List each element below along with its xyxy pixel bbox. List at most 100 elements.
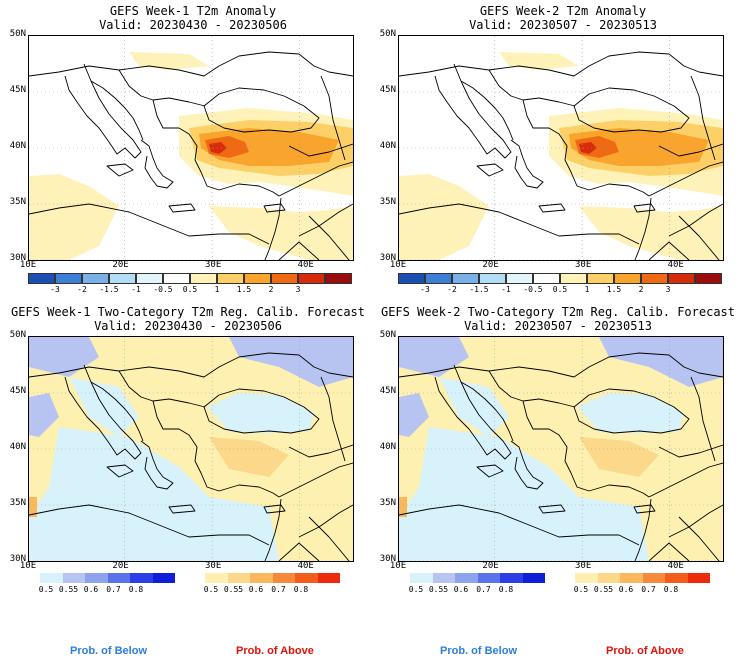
panel3-valid: Valid: 20230430 - 20230506 [94, 319, 282, 333]
colorbar-cell [455, 573, 478, 583]
colorbar-cell [432, 573, 455, 583]
lon-label: 20E [482, 260, 499, 270]
colorbar-tick: 0.6 [248, 585, 264, 594]
lon-label: 30E [205, 260, 222, 270]
panel3-title: GEFS Week-1 Two-Category T2m Reg. Calib.… [10, 305, 365, 319]
lat-label: 40N [9, 442, 26, 452]
colorbar-tick: 1.5 [606, 285, 622, 294]
colorbar-cell [575, 573, 598, 583]
colorbar-tick: 0.7 [476, 585, 491, 594]
colorbar-tick: 0.8 [498, 585, 514, 594]
colorbar-tick: -3 [420, 285, 430, 294]
colorbar-cell [271, 273, 298, 284]
colorbar-cell [272, 573, 295, 583]
colorbar-cell [136, 273, 163, 284]
lon-label: 40E [297, 260, 314, 270]
colorbar-cell [695, 273, 722, 284]
colorbar-cell [425, 273, 452, 284]
colorbar-cell [533, 273, 560, 284]
colorbar-tick: 0.8 [663, 585, 679, 594]
anomaly-map-week2 [398, 35, 724, 261]
lat-label: 30N [9, 554, 26, 564]
colorbar-tick: 0.7 [271, 585, 286, 594]
colorbar-cell [477, 573, 500, 583]
colorbar-cell [55, 273, 82, 284]
colorbar-tick: -1 [131, 285, 141, 294]
colorbar-tick: -2 [77, 285, 87, 294]
colorbar-cell [687, 573, 710, 583]
lat-label: 30N [379, 554, 396, 564]
probability-map-week2 [398, 336, 724, 562]
prob-above-colorbar-week1: 0.5 0.55 0.6 0.7 0.8 [204, 573, 345, 599]
panel2-title: GEFS Week-2 T2m Anomaly [479, 4, 647, 18]
colorbar-tick: -1.5 [99, 285, 119, 294]
colorbar-cell [152, 573, 175, 583]
colorbar-tick: 0.5 [552, 285, 568, 294]
colorbar-tick: -3 [50, 285, 60, 294]
colorbar-tick: 0.5 [573, 585, 589, 594]
colorbar-tick: 0.7 [106, 585, 121, 594]
lon-label: 10E [19, 260, 37, 270]
colorbar-cell [641, 273, 668, 284]
lat-label: 45N [379, 85, 396, 95]
colorbar-cell [244, 273, 271, 284]
lon-label: 40E [667, 260, 684, 270]
colorbar-tick: 0.6 [453, 585, 469, 594]
prob-below-label-week2: Prob. of Below [440, 645, 517, 657]
lon-label: 20E [482, 561, 499, 571]
colorbar-cell [163, 273, 190, 284]
colorbar-tick: 1 [584, 285, 590, 294]
lon-label: 10E [19, 561, 37, 571]
lat-label: 40N [9, 141, 26, 151]
lat-label: 45N [9, 85, 26, 95]
lon-label: 40E [667, 561, 684, 571]
colorbar-cell [107, 573, 130, 583]
colorbar-cell [317, 573, 340, 583]
colorbar-tick: 3 [665, 285, 671, 294]
colorbar-tick: 0.5 [38, 585, 54, 594]
colorbar-tick: -0.5 [523, 285, 543, 294]
colorbar-cell [614, 273, 641, 284]
colorbar-tick: 0.55 [223, 585, 244, 594]
colorbar-cell [295, 573, 318, 583]
panel1-title: GEFS Week-1 T2m Anomaly [109, 4, 277, 18]
lon-label: 30E [575, 561, 592, 571]
colorbar-cell [62, 573, 85, 583]
lat-label: 50N [379, 29, 396, 39]
colorbar-tick: 1.5 [236, 285, 252, 294]
colorbar-tick: 0.7 [641, 585, 656, 594]
anomaly-colorbar-week1: -3 -2 -1.5 -1 -0.5 0.5 1 1.5 2 3 [28, 273, 354, 299]
prob-above-colorbar-week2: 0.5 0.55 0.6 0.7 0.8 [574, 573, 715, 599]
colorbar-cell [109, 273, 136, 284]
colorbar-tick: 0.55 [428, 585, 449, 594]
lon-label: 20E [112, 260, 129, 270]
colorbar-tick: 1 [214, 285, 220, 294]
lat-label: 30N [379, 253, 396, 263]
lat-label: 40N [379, 141, 396, 151]
lon-label: 10E [389, 260, 407, 270]
colorbar-cell [217, 273, 244, 284]
colorbar-tick: 0.5 [203, 585, 219, 594]
prob-above-label-week2: Prob. of Above [606, 645, 684, 657]
panel1-valid: Valid: 20230430 - 20230506 [99, 18, 287, 32]
prob-below-label-week1: Prob. of Below [70, 645, 147, 657]
colorbar-cell [227, 573, 250, 583]
panel2-valid: Valid: 20230507 - 20230513 [469, 18, 657, 32]
colorbar-tick: -1 [501, 285, 511, 294]
lat-label: 35N [379, 498, 396, 508]
anomaly-colorbar-week2: -3 -2 -1.5 -1 -0.5 0.5 1 1.5 2 3 [398, 273, 724, 299]
lat-label: 50N [9, 29, 26, 39]
lat-label: 35N [9, 498, 26, 508]
lat-label: 35N [379, 197, 396, 207]
lon-label: 30E [575, 260, 592, 270]
colorbar-cell [452, 273, 479, 284]
colorbar-tick: -2 [447, 285, 457, 294]
colorbar-cell [250, 573, 273, 583]
colorbar-cell [130, 573, 153, 583]
colorbar-cell [522, 573, 545, 583]
panel4-title: GEFS Week-2 Two-Category T2m Reg. Calib.… [380, 305, 735, 319]
colorbar-tick: 0.55 [58, 585, 79, 594]
colorbar-tick: 0.5 [408, 585, 424, 594]
colorbar-cell [28, 273, 55, 284]
colorbar-tick: 0.5 [182, 285, 198, 294]
